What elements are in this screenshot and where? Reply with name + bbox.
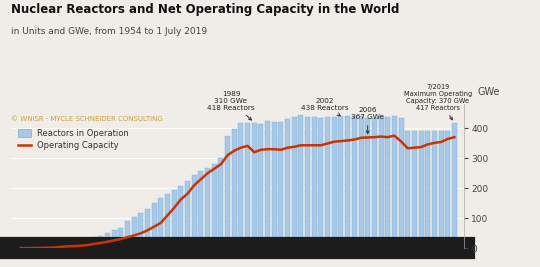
Bar <box>212 164 217 248</box>
Bar <box>125 221 130 248</box>
Legend: Reactors in Operation, Operating Capacity: Reactors in Operation, Operating Capacit… <box>15 125 132 154</box>
Bar <box>178 186 184 248</box>
Bar <box>198 171 204 248</box>
Bar <box>379 116 383 248</box>
Bar <box>112 230 117 248</box>
Text: 2002
438 Reactors: 2002 438 Reactors <box>300 97 348 116</box>
Bar <box>225 136 230 248</box>
Bar <box>92 238 97 248</box>
Bar <box>105 233 110 248</box>
Bar <box>138 214 144 248</box>
Text: © WNISR · MYCLE SCHNEIDER CONSULTING: © WNISR · MYCLE SCHNEIDER CONSULTING <box>11 116 163 122</box>
Bar <box>85 239 90 248</box>
Bar <box>132 217 137 248</box>
Bar <box>252 123 257 248</box>
Bar <box>399 118 403 248</box>
Bar <box>285 119 290 248</box>
Bar <box>118 227 123 248</box>
Bar <box>192 175 197 248</box>
Bar <box>345 116 350 248</box>
Bar <box>165 194 170 248</box>
Bar <box>305 117 310 248</box>
Bar <box>412 131 417 248</box>
Bar <box>232 129 237 248</box>
Bar <box>365 118 370 248</box>
Bar <box>245 123 250 248</box>
Bar <box>312 117 317 248</box>
Bar <box>52 246 57 248</box>
Text: in Units and GWe, from 1954 to 1 July 2019: in Units and GWe, from 1954 to 1 July 20… <box>11 27 207 36</box>
Bar <box>172 190 177 248</box>
Bar <box>405 131 410 248</box>
Bar <box>319 118 323 248</box>
Bar <box>185 181 190 248</box>
Bar <box>72 241 77 248</box>
Bar <box>385 117 390 248</box>
Bar <box>445 131 450 248</box>
Bar <box>78 241 83 248</box>
Bar <box>65 242 70 248</box>
Bar <box>418 131 423 248</box>
Bar <box>45 247 50 248</box>
Bar <box>325 117 330 248</box>
Bar <box>152 203 157 248</box>
Bar <box>332 117 337 248</box>
Bar <box>339 116 343 248</box>
Text: 2006
367 GWe: 2006 367 GWe <box>351 107 384 134</box>
Bar <box>265 121 270 248</box>
Bar <box>259 124 264 248</box>
Bar <box>239 123 244 248</box>
Bar <box>452 123 457 248</box>
Bar <box>272 122 277 248</box>
Bar <box>145 209 150 248</box>
Text: Nuclear Reactors and Net Operating Capacity in the World: Nuclear Reactors and Net Operating Capac… <box>11 3 399 16</box>
Bar <box>432 131 437 248</box>
Bar <box>372 118 377 248</box>
Bar <box>218 158 224 248</box>
Text: 1989
310 GWe
418 Reactors: 1989 310 GWe 418 Reactors <box>207 91 255 120</box>
Bar <box>58 244 63 248</box>
Bar <box>158 198 164 248</box>
Text: 7/2019
Maximum Operating
Capacity: 370 GWe
417 Reactors: 7/2019 Maximum Operating Capacity: 370 G… <box>403 84 472 120</box>
Bar <box>299 115 303 248</box>
Bar <box>352 116 357 248</box>
Bar <box>205 167 210 248</box>
Bar <box>438 131 443 248</box>
Text: GWe: GWe <box>478 88 501 97</box>
Bar <box>292 117 297 248</box>
Bar <box>392 116 397 248</box>
Bar <box>279 123 284 248</box>
Bar <box>425 131 430 248</box>
Bar <box>98 236 103 248</box>
Bar <box>359 116 363 248</box>
